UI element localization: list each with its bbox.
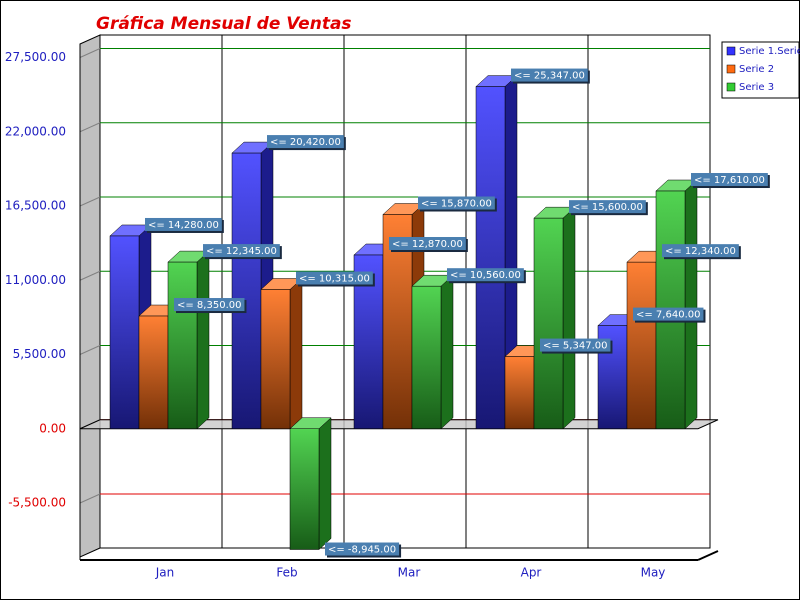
value-label-box: [325, 542, 400, 556]
y-tick-label: 11,000.00: [5, 273, 66, 287]
value-label-box: [662, 244, 739, 258]
value-label: <= -8,945.00: [328, 545, 396, 556]
bar: [504, 356, 535, 429]
value-label: <= 7,640.00: [636, 310, 700, 321]
value-label-box: [511, 68, 588, 82]
value-label-box: [447, 268, 524, 282]
value-label: <= 25,347.00: [514, 71, 585, 82]
value-label: <= 10,315.00: [299, 273, 370, 284]
value-label-box: [296, 271, 373, 285]
legend-label: Serie 2: [739, 64, 774, 75]
value-label-box: [633, 307, 704, 321]
bar: [475, 86, 506, 430]
legend-label: Serie 3: [739, 82, 774, 93]
value-label: <= 17,610.00: [694, 175, 765, 186]
bar-side: [440, 274, 454, 430]
bar: [138, 315, 169, 429]
value-label: <= 14,280.00: [148, 220, 219, 231]
bar: [533, 217, 564, 429]
grid-line-wall: [79, 122, 101, 133]
bar: [626, 261, 657, 429]
bar-side: [289, 277, 303, 430]
value-label-box: [540, 338, 611, 352]
axis-line: [697, 550, 719, 561]
y-tick-label: 5,500.00: [13, 347, 66, 361]
value-label: <= 12,870.00: [392, 239, 463, 250]
value-label: <= 15,600.00: [572, 202, 643, 213]
bar: [231, 152, 262, 430]
legend-swatch: [726, 64, 736, 74]
bar: [289, 428, 320, 550]
bar-side: [318, 417, 332, 551]
value-label-box: [174, 298, 245, 312]
value-label-box: [691, 173, 768, 187]
value-label: <= 15,870.00: [421, 199, 492, 210]
value-label: <= 12,340.00: [665, 246, 736, 257]
x-tick-label: Apr: [521, 566, 542, 580]
x-tick-label: May: [641, 566, 666, 580]
y-tick-label: 27,500.00: [5, 50, 66, 64]
y-tick-label: 22,000.00: [5, 124, 66, 138]
legend-swatch: [726, 46, 736, 56]
x-tick-label: Jan: [155, 566, 175, 580]
value-label: <= 5,347.00: [543, 341, 607, 352]
value-label: <= 10,560.00: [450, 270, 521, 281]
value-label: <= 20,420.00: [270, 137, 341, 148]
value-label-box: [267, 135, 344, 149]
value-label: <= 8,350.00: [177, 300, 241, 311]
left-wall: [79, 34, 101, 558]
legend-swatch: [726, 82, 736, 92]
value-label-box: [389, 237, 466, 251]
bar: [109, 235, 140, 429]
bar-side: [684, 179, 698, 430]
bar-side: [196, 250, 210, 430]
grid-line-wall: [79, 270, 101, 281]
value-label-box: [145, 217, 222, 231]
grid-line-wall: [79, 48, 101, 58]
chart-title: Gráfica Mensual de Ventas: [96, 14, 352, 34]
value-label-box: [418, 196, 495, 210]
legend-label: Serie 1.Serie: [739, 46, 800, 57]
y-tick-label: 16,500.00: [5, 199, 66, 213]
bar: [260, 289, 291, 429]
y-tick-label: 0.00: [39, 421, 66, 435]
value-label: <= 12,345.00: [206, 246, 277, 257]
grid-line-wall: [79, 345, 101, 355]
grid-line-wall: [79, 493, 101, 504]
value-label-box: [203, 244, 280, 258]
x-tick-label: Feb: [276, 566, 297, 580]
y-tick-label: -5,500.00: [8, 496, 66, 510]
grid-line-wall: [79, 196, 101, 207]
bar: [167, 261, 198, 429]
bar-side: [562, 206, 576, 430]
bar: [411, 285, 442, 429]
x-tick-label: Mar: [398, 566, 421, 580]
value-label-box: [569, 200, 646, 214]
